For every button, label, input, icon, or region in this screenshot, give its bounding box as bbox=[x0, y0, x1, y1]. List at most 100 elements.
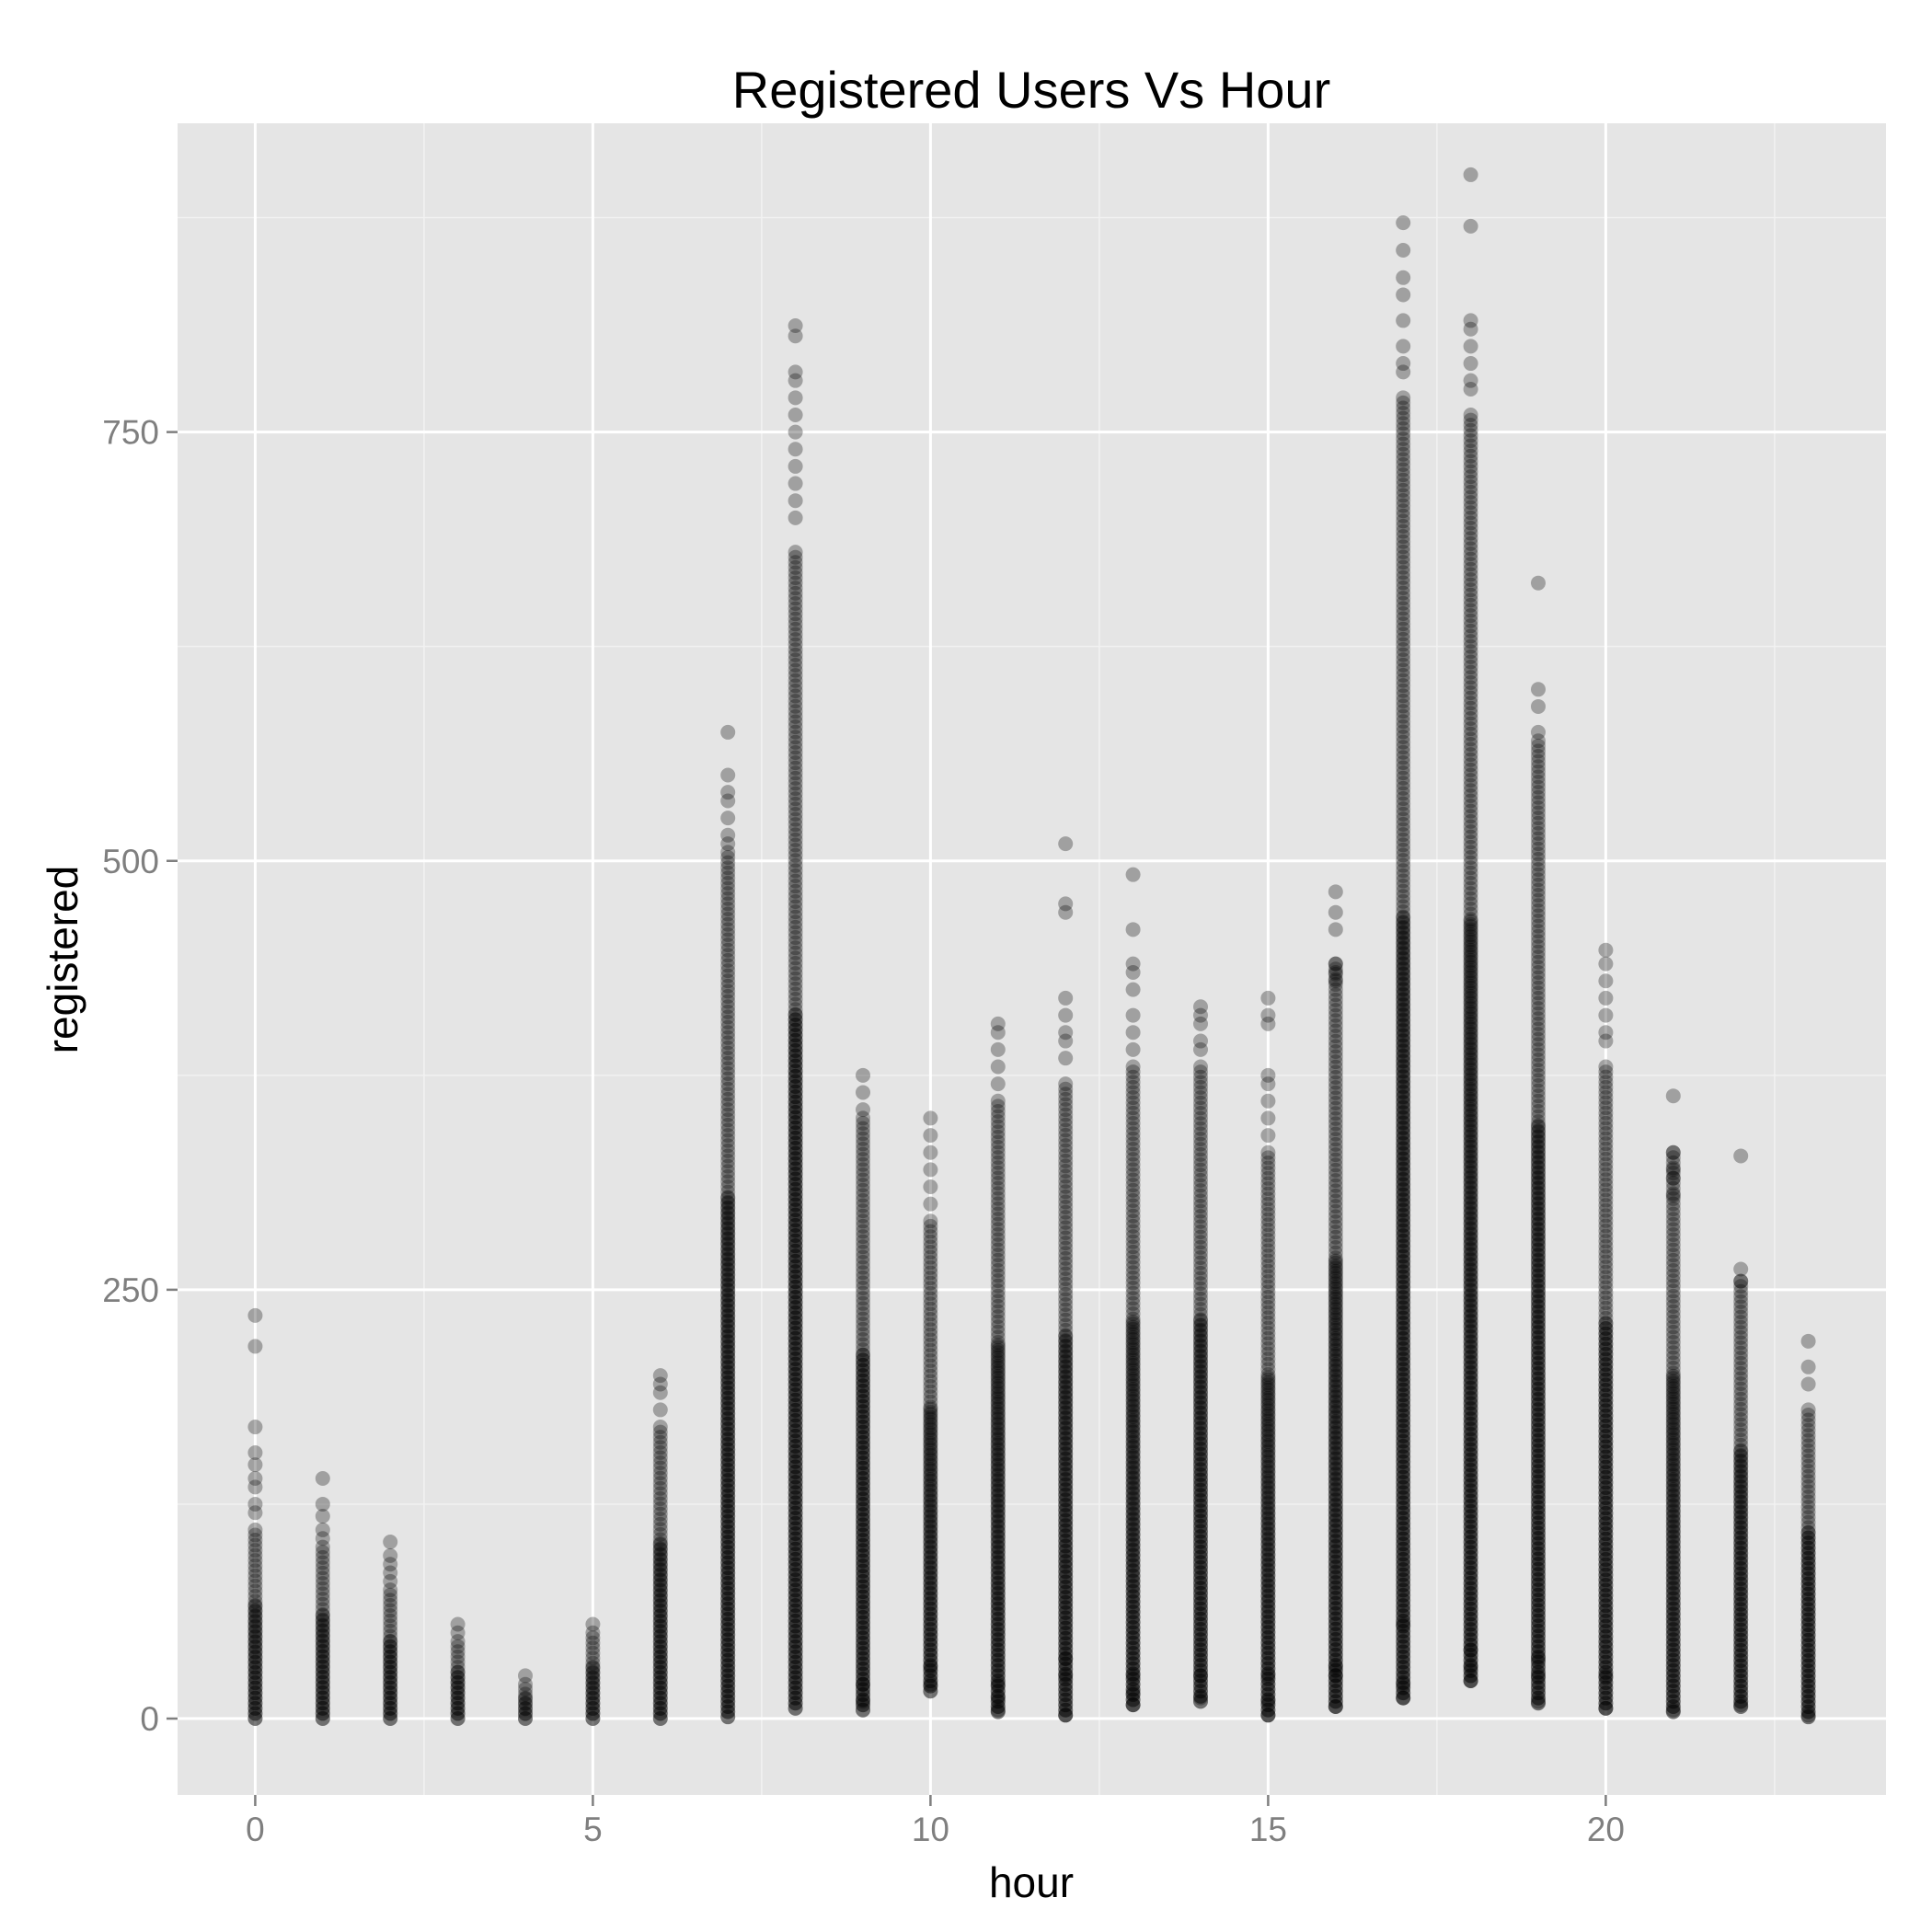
data-point bbox=[990, 1601, 1006, 1616]
data-point bbox=[1058, 1610, 1074, 1626]
data-point bbox=[720, 1406, 736, 1421]
data-point bbox=[1396, 270, 1411, 285]
data-point bbox=[788, 1012, 803, 1028]
data-point bbox=[990, 1668, 1006, 1684]
data-point bbox=[856, 1507, 871, 1523]
data-point bbox=[788, 883, 803, 899]
data-point bbox=[720, 1385, 736, 1400]
data-point bbox=[247, 1558, 263, 1573]
data-point bbox=[788, 1449, 803, 1465]
data-point bbox=[923, 1606, 938, 1622]
data-point bbox=[720, 1442, 736, 1457]
data-point bbox=[990, 1684, 1006, 1699]
data-point bbox=[990, 1540, 1006, 1556]
data-point bbox=[720, 1467, 736, 1483]
data-point bbox=[990, 1381, 1006, 1397]
data-point bbox=[383, 1690, 398, 1706]
data-point bbox=[720, 1483, 736, 1499]
data-point bbox=[1125, 1666, 1141, 1682]
data-point bbox=[788, 1346, 803, 1362]
data-point bbox=[1800, 1524, 1816, 1540]
data-point bbox=[720, 1662, 736, 1678]
data-point bbox=[788, 1279, 803, 1294]
data-point bbox=[788, 1243, 803, 1259]
data-point bbox=[788, 770, 803, 786]
data-point bbox=[720, 1570, 736, 1586]
data-point bbox=[720, 850, 736, 866]
data-point bbox=[788, 708, 803, 724]
data-point bbox=[788, 1264, 803, 1280]
data-point bbox=[990, 1391, 1006, 1407]
data-point bbox=[923, 1487, 938, 1502]
data-point bbox=[1058, 1133, 1074, 1148]
data-point bbox=[788, 925, 803, 940]
data-point bbox=[720, 1122, 736, 1138]
data-point bbox=[923, 1249, 938, 1265]
data-point bbox=[720, 922, 736, 937]
data-point bbox=[652, 1420, 668, 1435]
data-point bbox=[720, 1596, 736, 1612]
data-point bbox=[652, 1567, 668, 1582]
data-point bbox=[788, 1130, 803, 1145]
data-point bbox=[1058, 1650, 1074, 1666]
data-point bbox=[1058, 1517, 1074, 1533]
x-tick-label: 5 bbox=[583, 1811, 603, 1848]
data-point bbox=[990, 1492, 1006, 1508]
data-point bbox=[1058, 904, 1074, 920]
data-point bbox=[720, 1698, 736, 1714]
data-point bbox=[788, 1428, 803, 1443]
data-point bbox=[1058, 1686, 1074, 1702]
data-point bbox=[856, 1650, 871, 1666]
data-point bbox=[720, 1478, 736, 1493]
data-point bbox=[990, 1340, 1006, 1355]
data-point bbox=[652, 1706, 668, 1721]
data-point bbox=[788, 591, 803, 606]
data-point bbox=[856, 1347, 871, 1363]
data-point bbox=[788, 1696, 803, 1711]
data-point bbox=[856, 1547, 871, 1563]
data-point bbox=[720, 942, 736, 958]
data-point bbox=[990, 1160, 1006, 1176]
data-point bbox=[585, 1690, 601, 1706]
data-point bbox=[856, 1558, 871, 1574]
data-point bbox=[923, 1384, 938, 1399]
data-point bbox=[788, 1382, 803, 1397]
data-point bbox=[720, 1606, 736, 1622]
data-point bbox=[1192, 1313, 1208, 1328]
data-point bbox=[788, 801, 803, 817]
data-point bbox=[788, 1032, 803, 1048]
data-point bbox=[856, 1146, 871, 1162]
data-point bbox=[788, 1064, 803, 1079]
data-point bbox=[990, 1539, 1006, 1555]
data-point bbox=[720, 1503, 736, 1519]
data-point bbox=[923, 1504, 938, 1520]
data-point bbox=[1058, 1558, 1074, 1574]
data-point bbox=[788, 1053, 803, 1069]
data-point bbox=[856, 1162, 871, 1178]
data-point bbox=[720, 1287, 736, 1303]
data-point bbox=[720, 1051, 736, 1066]
data-point bbox=[856, 1404, 871, 1420]
data-point bbox=[383, 1644, 398, 1660]
data-point bbox=[990, 1252, 1006, 1268]
data-point bbox=[720, 1221, 736, 1236]
data-point bbox=[1530, 1118, 1546, 1133]
data-point bbox=[1530, 698, 1546, 714]
data-point bbox=[315, 1581, 330, 1596]
data-point bbox=[720, 1550, 736, 1566]
data-point bbox=[1125, 922, 1141, 937]
data-point bbox=[923, 1601, 938, 1616]
data-point bbox=[788, 1392, 803, 1408]
data-point bbox=[720, 1323, 736, 1339]
data-point bbox=[990, 1059, 1006, 1075]
data-point bbox=[990, 1186, 1006, 1202]
data-point bbox=[1058, 1508, 1074, 1524]
data-point bbox=[720, 1168, 736, 1184]
data-point bbox=[856, 1131, 871, 1146]
data-point bbox=[1598, 1316, 1614, 1331]
data-point bbox=[450, 1690, 466, 1706]
data-point bbox=[720, 1349, 736, 1364]
data-point bbox=[450, 1664, 466, 1680]
data-point bbox=[1260, 1708, 1276, 1723]
data-point bbox=[1058, 1389, 1074, 1405]
